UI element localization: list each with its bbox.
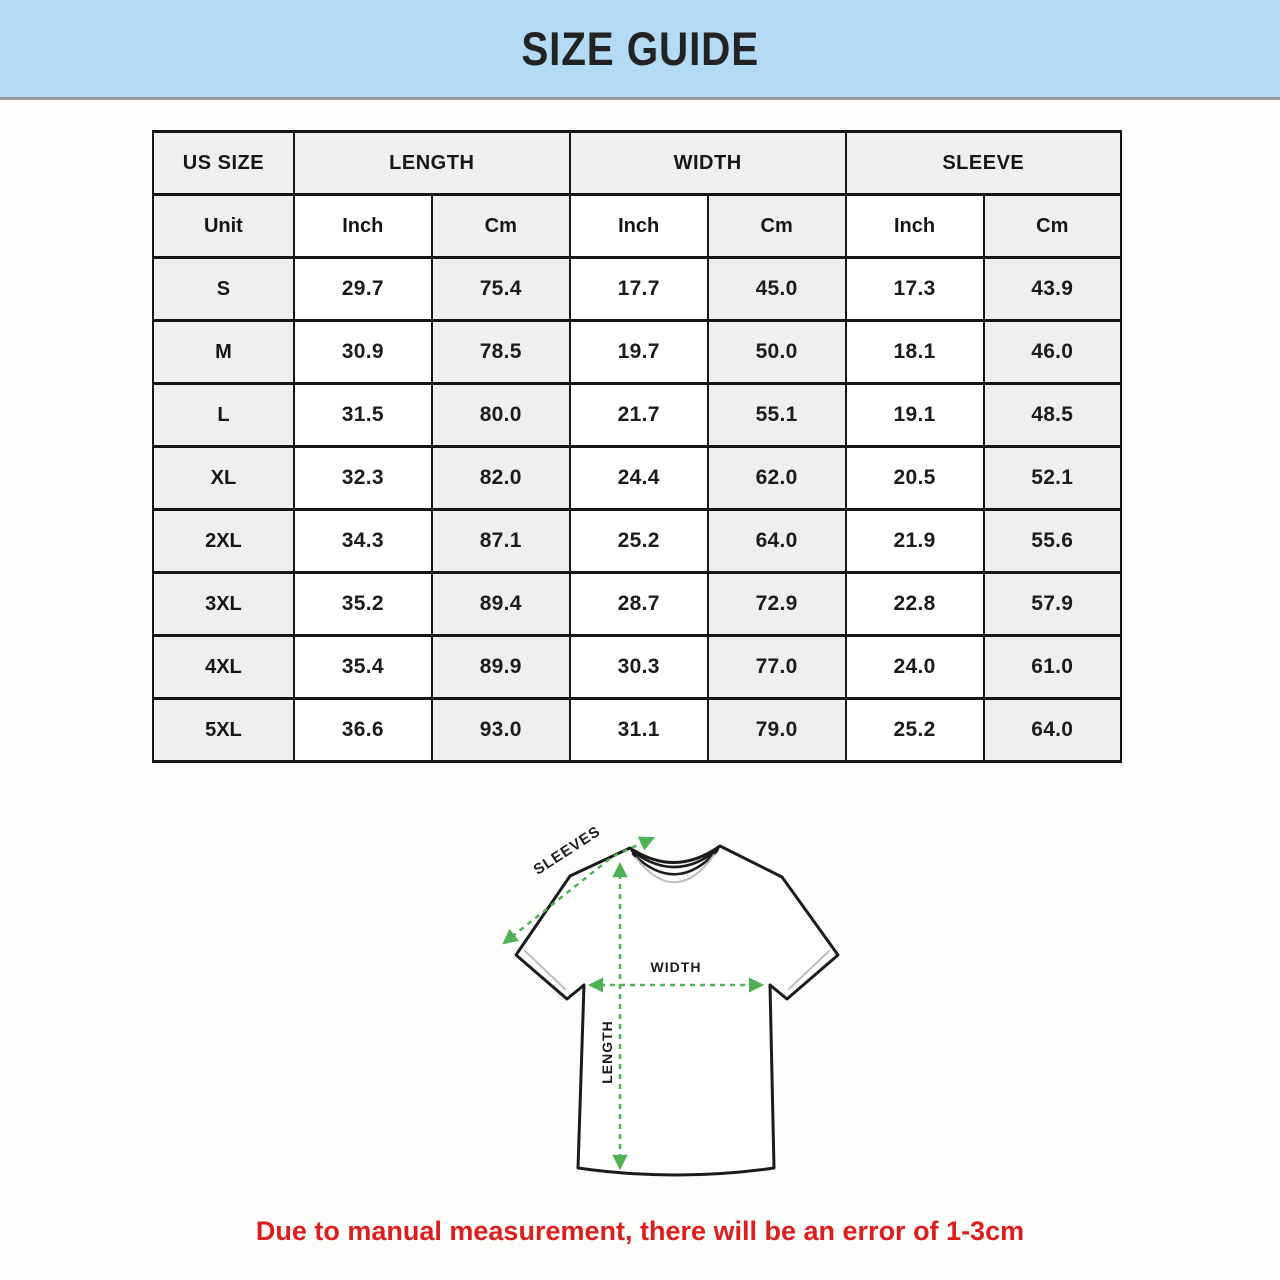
- value-cell: 19.1: [844, 382, 985, 448]
- table-row: 2XL 34.3 87.1 25.2 64.0 21.9 55.6: [152, 508, 1123, 574]
- value-cell: 17.3: [844, 256, 985, 322]
- value-cell: 20.5: [844, 445, 985, 511]
- group-header-length: LENGTH: [292, 130, 571, 196]
- value-cell: 82.0: [430, 445, 571, 511]
- value-cell: 52.1: [982, 445, 1123, 511]
- group-header-us-size: US SIZE: [152, 130, 295, 196]
- table-row: 4XL 35.4 89.9 30.3 77.0 24.0 61.0: [152, 634, 1123, 700]
- unit-cell: Cm: [982, 193, 1123, 259]
- value-cell: 30.3: [568, 634, 709, 700]
- group-header-row: US SIZE LENGTH WIDTH SLEEVE: [152, 130, 1123, 196]
- value-cell: 35.2: [292, 571, 433, 637]
- unit-cell: Inch: [844, 193, 985, 259]
- value-cell: 64.0: [706, 508, 847, 574]
- value-cell: 77.0: [706, 634, 847, 700]
- value-cell: 48.5: [982, 382, 1123, 448]
- value-cell: 28.7: [568, 571, 709, 637]
- value-cell: 32.3: [292, 445, 433, 511]
- value-cell: 64.0: [982, 697, 1123, 763]
- unit-cell: Cm: [706, 193, 847, 259]
- value-cell: 18.1: [844, 319, 985, 385]
- value-cell: 24.0: [844, 634, 985, 700]
- size-label-cell: 3XL: [152, 571, 295, 637]
- group-header-sleeve: SLEEVE: [844, 130, 1123, 196]
- value-cell: 30.9: [292, 319, 433, 385]
- group-header-width: WIDTH: [568, 130, 847, 196]
- value-cell: 72.9: [706, 571, 847, 637]
- size-guide-banner: SIZE GUIDE: [0, 0, 1280, 100]
- value-cell: 24.4: [568, 445, 709, 511]
- value-cell: 87.1: [430, 508, 571, 574]
- value-cell: 46.0: [982, 319, 1123, 385]
- value-cell: 17.7: [568, 256, 709, 322]
- value-cell: 35.4: [292, 634, 433, 700]
- value-cell: 31.5: [292, 382, 433, 448]
- value-cell: 43.9: [982, 256, 1123, 322]
- unit-cell: Inch: [568, 193, 709, 259]
- value-cell: 22.8: [844, 571, 985, 637]
- size-label-cell: 4XL: [152, 634, 295, 700]
- size-label-cell: L: [152, 382, 295, 448]
- sleeve-seam-left: [524, 950, 566, 990]
- table-row: 3XL 35.2 89.4 28.7 72.9 22.8 57.9: [152, 571, 1123, 637]
- size-label-cell: 5XL: [152, 697, 295, 763]
- value-cell: 75.4: [430, 256, 571, 322]
- unit-cell: Cm: [430, 193, 571, 259]
- value-cell: 80.0: [430, 382, 571, 448]
- size-table: US SIZE LENGTH WIDTH SLEEVE Unit Inch Cm…: [152, 130, 1123, 763]
- table-row: S 29.7 75.4 17.7 45.0 17.3 43.9: [152, 256, 1123, 322]
- length-label: LENGTH: [599, 1020, 615, 1084]
- size-label-cell: M: [152, 319, 295, 385]
- unit-row: Unit Inch Cm Inch Cm Inch Cm: [152, 193, 1123, 259]
- tshirt-outline: [514, 844, 840, 1177]
- size-label-cell: S: [152, 256, 295, 322]
- value-cell: 89.9: [430, 634, 571, 700]
- value-cell: 45.0: [706, 256, 847, 322]
- value-cell: 89.4: [430, 571, 571, 637]
- sleeve-seam-right: [788, 950, 830, 990]
- size-table-body: S 29.7 75.4 17.7 45.0 17.3 43.9 M 30.9 78.5 19.7 50…: [152, 256, 1123, 763]
- value-cell: 21.9: [844, 508, 985, 574]
- value-cell: 50.0: [706, 319, 847, 385]
- table-row: XL 32.3 82.0 24.4 62.0 20.5 52.1: [152, 445, 1123, 511]
- value-cell: 19.7: [568, 319, 709, 385]
- value-cell: 25.2: [844, 697, 985, 763]
- value-cell: 29.7: [292, 256, 433, 322]
- size-label-cell: 2XL: [152, 508, 295, 574]
- value-cell: 62.0: [706, 445, 847, 511]
- footnote-text: Due to manual measurement, there will be…: [255, 1216, 1025, 1246]
- value-cell: 36.6: [292, 697, 433, 763]
- value-cell: 78.5: [430, 319, 571, 385]
- value-cell: 55.6: [982, 508, 1123, 574]
- value-cell: 25.2: [568, 508, 709, 574]
- page-title: SIZE GUIDE: [521, 22, 759, 75]
- value-cell: 93.0: [430, 697, 571, 763]
- value-cell: 79.0: [706, 697, 847, 763]
- table-row: 5XL 36.6 93.0 31.1 79.0 25.2 64.0: [152, 697, 1123, 763]
- value-cell: 34.3: [292, 508, 433, 574]
- width-label: WIDTH: [651, 959, 702, 975]
- table-row: L 31.5 80.0 21.7 55.1 19.1 48.5: [152, 382, 1123, 448]
- size-label-cell: XL: [152, 445, 295, 511]
- unit-cell: Inch: [292, 193, 433, 259]
- value-cell: 61.0: [982, 634, 1123, 700]
- tshirt-diagram: SLEEVES WIDTH LENGTH: [450, 815, 890, 1195]
- table-row: M 30.9 78.5 19.7 50.0 18.1 46.0: [152, 319, 1123, 385]
- unit-label-cell: Unit: [152, 193, 295, 259]
- value-cell: 55.1: [706, 382, 847, 448]
- value-cell: 57.9: [982, 571, 1123, 637]
- value-cell: 21.7: [568, 382, 709, 448]
- value-cell: 31.1: [568, 697, 709, 763]
